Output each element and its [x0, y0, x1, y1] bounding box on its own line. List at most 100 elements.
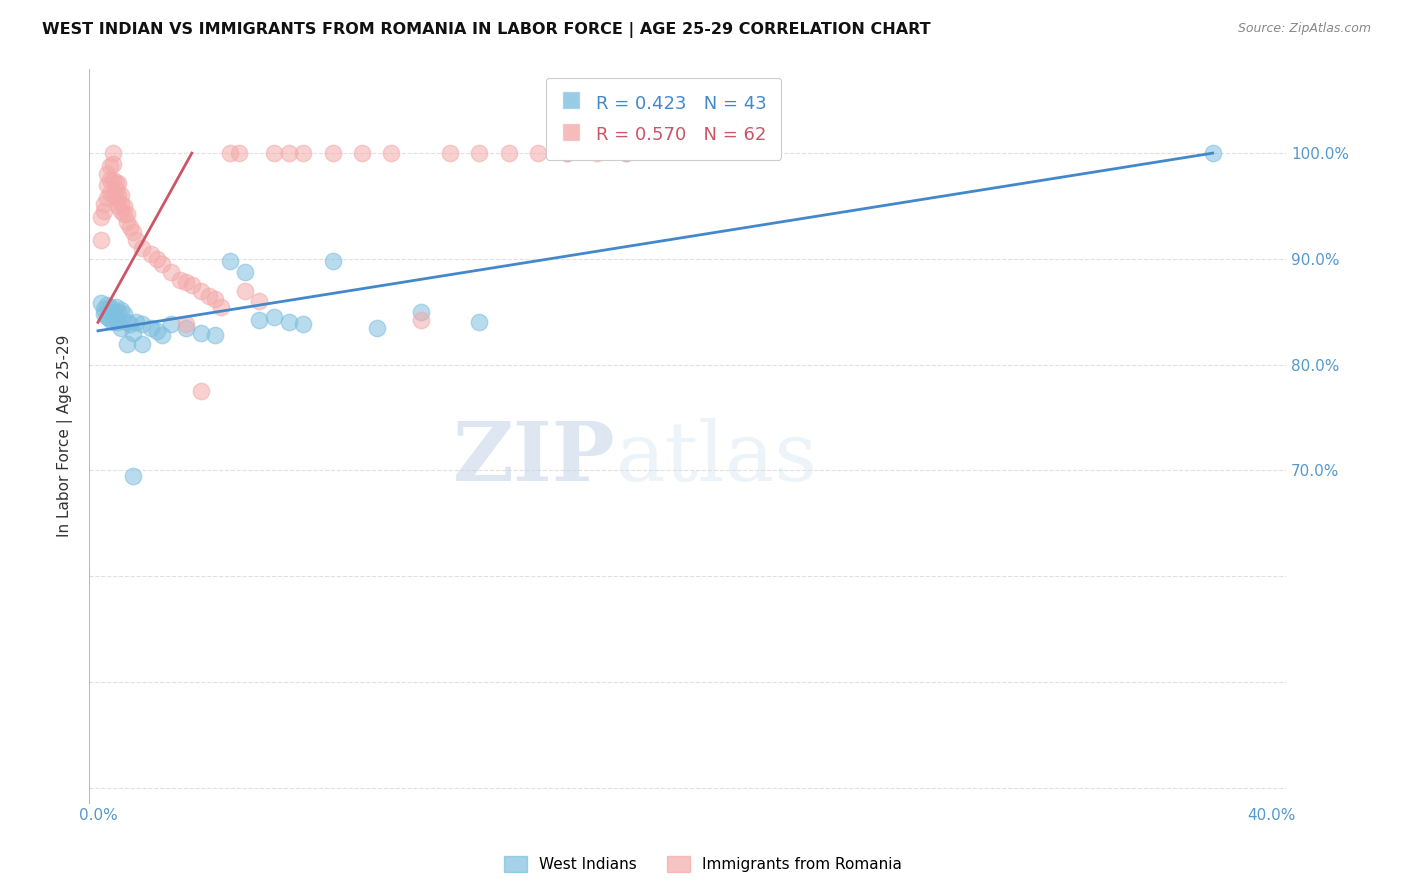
Point: [112, 207, 135, 221]
Point: [98, 312, 121, 326]
Point: [93, 301, 115, 316]
Point: [104, 190, 127, 204]
Point: [96, 167, 118, 181]
Point: [139, 246, 162, 260]
Point: [107, 188, 129, 202]
Point: [409, 313, 432, 327]
Point: [585, 146, 607, 161]
Point: [125, 233, 148, 247]
Point: [96, 310, 118, 324]
Point: [131, 318, 153, 332]
Text: ZIP: ZIP: [453, 418, 616, 498]
Point: [110, 197, 132, 211]
Point: [555, 146, 578, 161]
Point: [112, 199, 135, 213]
Point: [614, 146, 637, 161]
Point: [122, 468, 145, 483]
Point: [174, 320, 197, 334]
Point: [90, 296, 112, 310]
Point: [90, 233, 112, 247]
Point: [366, 320, 388, 334]
Point: [117, 207, 139, 221]
Point: [233, 264, 256, 278]
Point: [107, 305, 129, 319]
Point: [160, 318, 183, 332]
Text: atlas: atlas: [616, 418, 818, 498]
Point: [131, 336, 153, 351]
Point: [233, 284, 256, 298]
Point: [104, 312, 127, 326]
Point: [219, 146, 242, 161]
Point: [152, 328, 174, 343]
Point: [96, 298, 118, 312]
Point: [322, 254, 344, 268]
Point: [98, 159, 121, 173]
Point: [101, 188, 124, 202]
Text: WEST INDIAN VS IMMIGRANTS FROM ROMANIA IN LABOR FORCE | AGE 25-29 CORRELATION CH: WEST INDIAN VS IMMIGRANTS FROM ROMANIA I…: [42, 22, 931, 38]
Point: [120, 318, 142, 332]
Point: [247, 294, 270, 309]
Point: [145, 252, 167, 266]
Point: [93, 197, 115, 211]
Point: [555, 146, 578, 161]
Point: [104, 300, 127, 314]
Point: [292, 318, 315, 332]
Point: [101, 172, 124, 186]
Point: [107, 199, 129, 213]
Point: [204, 328, 226, 343]
Point: [152, 257, 174, 271]
Point: [190, 384, 212, 398]
Point: [468, 315, 491, 329]
Point: [117, 215, 139, 229]
Point: [122, 226, 145, 240]
Point: [104, 176, 127, 190]
Point: [190, 284, 212, 298]
Point: [112, 307, 135, 321]
Point: [180, 278, 202, 293]
Point: [439, 146, 461, 161]
Point: [101, 157, 124, 171]
Point: [101, 315, 124, 329]
Point: [96, 190, 118, 204]
Legend: R = 0.423   N = 43, R = 0.570   N = 62: R = 0.423 N = 43, R = 0.570 N = 62: [546, 78, 782, 160]
Point: [93, 307, 115, 321]
Point: [110, 204, 132, 219]
Point: [527, 146, 550, 161]
Point: [93, 204, 115, 219]
Point: [145, 324, 167, 338]
Legend: West Indians, Immigrants from Romania: West Indians, Immigrants from Romania: [496, 848, 910, 880]
Point: [409, 305, 432, 319]
Point: [209, 300, 232, 314]
Point: [117, 315, 139, 329]
Point: [160, 264, 183, 278]
Point: [174, 318, 197, 332]
Point: [263, 310, 285, 324]
Point: [110, 188, 132, 202]
Point: [139, 320, 162, 334]
Point: [96, 178, 118, 192]
Text: Source: ZipAtlas.com: Source: ZipAtlas.com: [1237, 22, 1371, 36]
Point: [101, 146, 124, 161]
Point: [125, 315, 148, 329]
Point: [204, 292, 226, 306]
Point: [228, 146, 250, 161]
Point: [110, 302, 132, 317]
Point: [1201, 146, 1223, 161]
Point: [169, 273, 191, 287]
Point: [174, 275, 197, 289]
Point: [380, 146, 402, 161]
Point: [468, 146, 491, 161]
Point: [110, 320, 132, 334]
Point: [498, 146, 520, 161]
Point: [120, 220, 142, 235]
Point: [90, 210, 112, 224]
Point: [277, 315, 299, 329]
Y-axis label: In Labor Force | Age 25-29: In Labor Force | Age 25-29: [58, 334, 73, 537]
Point: [322, 146, 344, 161]
Point: [101, 305, 124, 319]
Point: [104, 183, 127, 197]
Point: [350, 146, 373, 161]
Point: [98, 186, 121, 201]
Point: [277, 146, 299, 161]
Point: [198, 289, 221, 303]
